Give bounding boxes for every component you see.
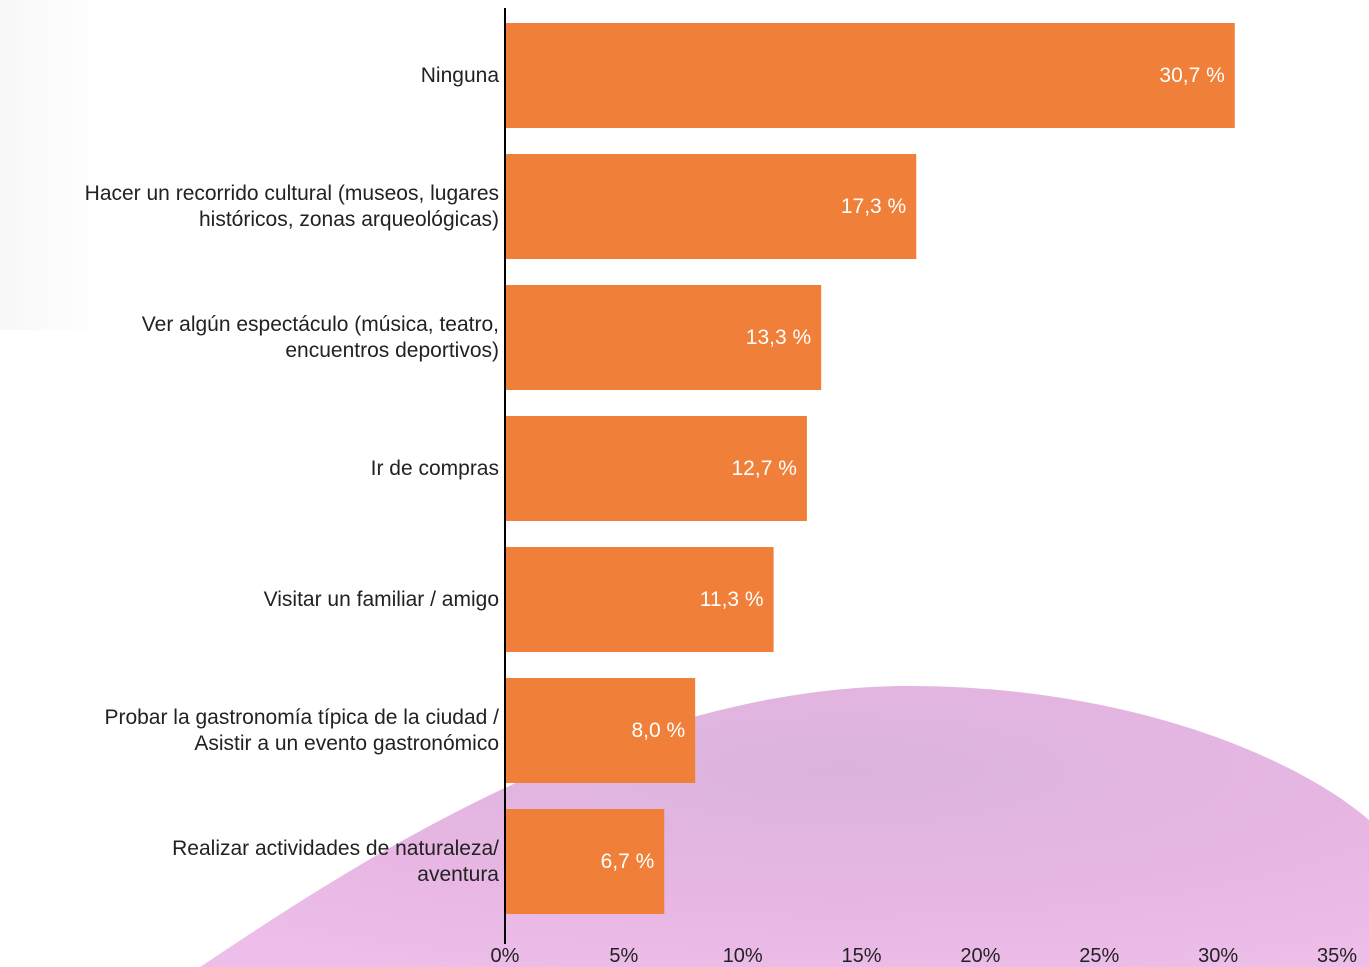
value-label-3: 12,7 % [732,457,797,480]
bar-3 [505,416,807,521]
bars-group [505,23,1235,914]
bar-6 [505,809,665,914]
value-labels-group: 30,7 % 17,3 % 13,3 % 12,7 % 11,3 % 8,0 % 6,7 % [601,64,1225,873]
category-label-3: Ir de compras [371,457,499,480]
x-tick-label-4: 20% [960,945,1000,967]
bar-4 [505,547,774,652]
bar-5 [505,678,696,783]
background-decoration [200,685,1369,967]
value-label-2: 13,3 % [746,326,811,349]
value-label-6: 6,7 % [601,850,655,873]
value-label-4: 11,3 % [700,588,764,611]
x-tick-label-3: 15% [842,945,882,967]
category-label-2: Ver algún espectáculo (música, teatro, en… [142,313,499,362]
x-axis-ticks-group: 0% 5% 10% 15% 20% 25% 30% 35% [491,945,1358,967]
category-label-1: Hacer un recorrido cultural (museos, lug… [85,182,499,231]
value-label-5: 8,0 % [631,719,685,742]
bar-0 [505,23,1235,128]
bar-1 [505,154,917,259]
category-label-6: Realizar actividades de naturaleza/avent… [172,837,499,886]
category-label-4: Visitar un familiar / amigo [264,588,499,611]
x-tick-label-5: 25% [1079,945,1119,967]
value-label-1: 17,3 % [841,195,906,218]
background-shade [0,0,160,330]
x-tick-label-0: 0% [491,945,520,967]
x-tick-label-2: 10% [723,945,763,967]
bar-2 [505,285,822,390]
category-label-0: Ninguna [421,64,500,87]
x-tick-label-1: 5% [609,945,638,967]
category-labels-group: Ninguna Hacer un recorrido cultural (muse… [85,64,500,886]
category-label-5: Probar la gastronomía típica de la ciuda… [104,706,499,755]
value-label-0: 30,7 % [1159,64,1224,87]
x-tick-label-7: 35% [1317,945,1357,967]
x-tick-label-6: 30% [1198,945,1238,967]
